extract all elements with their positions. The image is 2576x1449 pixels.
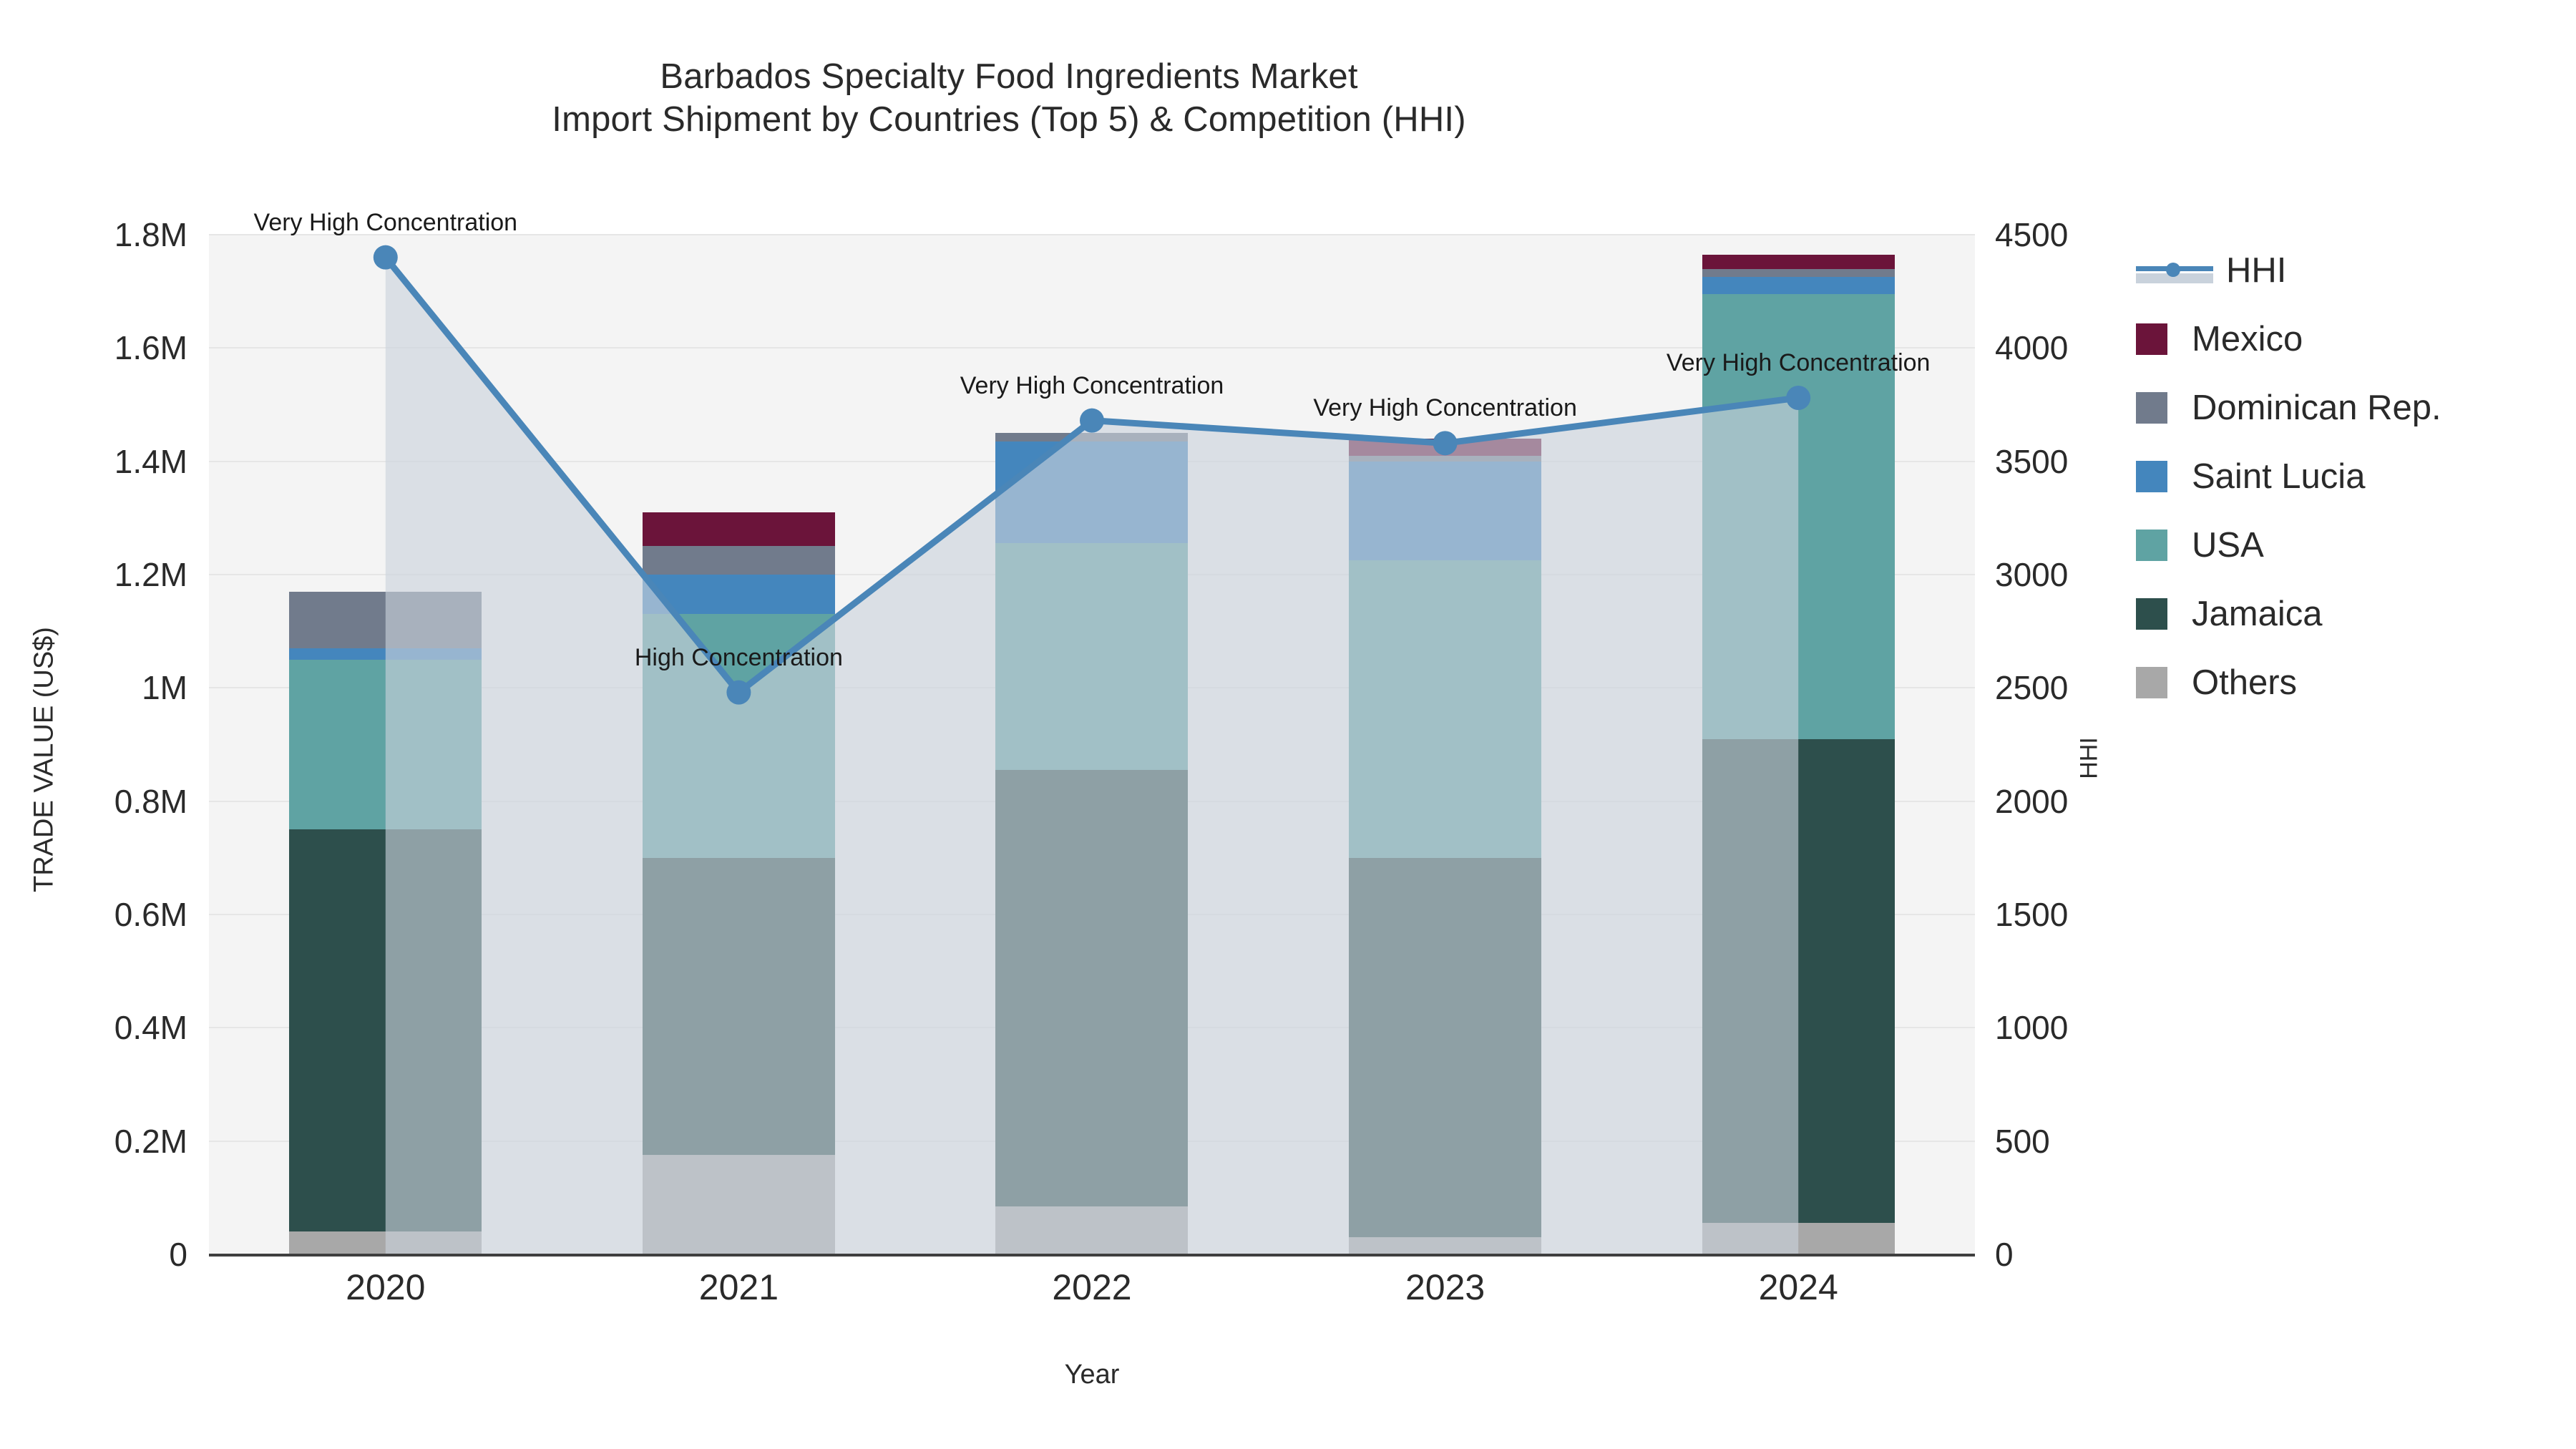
hhi-marker[interactable] bbox=[1080, 408, 1104, 433]
concentration-annotation: Very High Concentration bbox=[253, 208, 518, 236]
bar-segment[interactable] bbox=[642, 512, 835, 547]
legend-item[interactable]: Saint Lucia bbox=[2136, 442, 2565, 511]
y-axis-right-tick-label: 3000 bbox=[1995, 556, 2069, 593]
bar-segment[interactable] bbox=[1349, 1237, 1542, 1254]
bar-segment[interactable] bbox=[1702, 268, 1895, 278]
y-axis-right-tick-label: 1000 bbox=[1995, 1009, 2069, 1047]
y-axis-right-tick-label: 3500 bbox=[1995, 442, 2069, 480]
x-axis-tick-label: 2022 bbox=[1052, 1267, 1132, 1307]
legend-item[interactable]: Mexico bbox=[2136, 305, 2565, 374]
bar-segment[interactable] bbox=[995, 770, 1189, 1206]
chart-title-line1: Barbados Specialty Food Ingredients Mark… bbox=[660, 57, 1358, 96]
legend-dot-icon bbox=[2166, 263, 2180, 277]
x-axis-line bbox=[209, 1254, 1975, 1257]
bar-segment[interactable] bbox=[1702, 277, 1895, 295]
legend-color-swatch bbox=[2136, 667, 2167, 698]
legend-color-swatch bbox=[2136, 530, 2167, 561]
legend-item[interactable]: Jamaica bbox=[2136, 580, 2565, 648]
legend-item-label: Saint Lucia bbox=[2192, 457, 2366, 496]
y-axis-right-title: HHI bbox=[2075, 737, 2103, 779]
legend-item-label: Others bbox=[2192, 663, 2298, 702]
legend-item-label: HHI bbox=[2226, 250, 2287, 290]
legend-item-label: Jamaica bbox=[2192, 594, 2323, 633]
bar-stack[interactable] bbox=[995, 433, 1189, 1254]
chart-title-line2: Import Shipment by Countries (Top 5) & C… bbox=[552, 99, 1466, 139]
y-axis-left-tick-label: 0 bbox=[169, 1236, 187, 1273]
bar-stack[interactable] bbox=[1702, 254, 1895, 1254]
plot-area: Very High Concentration High Concentratio… bbox=[209, 209, 1975, 1255]
y-axis-left-tick-label: 0.8M bbox=[114, 782, 187, 820]
bar-segment[interactable] bbox=[1349, 455, 1542, 462]
bar-segment[interactable] bbox=[289, 648, 482, 660]
legend-item[interactable]: USA bbox=[2136, 511, 2565, 580]
bar-segment[interactable] bbox=[995, 1206, 1189, 1254]
chart-title: Barbados Specialty Food Ingredients Mark… bbox=[0, 56, 2018, 142]
gridline bbox=[209, 234, 1975, 235]
hhi-marker[interactable] bbox=[373, 245, 398, 270]
concentration-annotation: High Concentration bbox=[634, 643, 843, 671]
bar-segment[interactable] bbox=[995, 433, 1189, 441]
legend-color-swatch bbox=[2136, 392, 2167, 424]
x-axis-tick-label: 2023 bbox=[1405, 1267, 1485, 1307]
y-axis-left-tick-label: 1.4M bbox=[114, 442, 187, 480]
bar-segment[interactable] bbox=[289, 591, 482, 648]
legend-item[interactable]: HHI bbox=[2136, 236, 2565, 305]
concentration-annotation: Very High Concentration bbox=[960, 371, 1224, 399]
bar-segment[interactable] bbox=[995, 441, 1189, 544]
bar-segment[interactable] bbox=[642, 857, 835, 1156]
legend-item-label: USA bbox=[2192, 525, 2264, 565]
bar-segment[interactable] bbox=[1349, 439, 1542, 456]
bar-stack[interactable] bbox=[1349, 439, 1542, 1254]
legend-color-swatch bbox=[2136, 461, 2167, 492]
legend-item[interactable]: Others bbox=[2136, 648, 2565, 717]
bar-segment[interactable] bbox=[642, 1155, 835, 1254]
y-axis-left-tick-label: 1M bbox=[142, 669, 187, 707]
legend-color-swatch bbox=[2136, 323, 2167, 355]
legend-area-swatch bbox=[2136, 273, 2213, 283]
bar-segment[interactable] bbox=[289, 829, 482, 1232]
x-axis-tick-label: 2024 bbox=[1758, 1267, 1838, 1307]
x-axis-title: Year bbox=[1064, 1360, 1120, 1390]
legend-item-label: Mexico bbox=[2192, 319, 2303, 358]
y-axis-left-tick-label: 0.4M bbox=[114, 1009, 187, 1047]
bar-stack[interactable] bbox=[642, 512, 835, 1254]
y-axis-right-tick-label: 500 bbox=[1995, 1122, 2050, 1160]
legend: HHI Mexico Dominican Rep. Saint Lucia USA Jam… bbox=[2136, 236, 2565, 717]
bar-segment[interactable] bbox=[1702, 738, 1895, 1224]
bar-segment[interactable] bbox=[1702, 1223, 1895, 1254]
y-axis-right-tick-label: 1500 bbox=[1995, 896, 2069, 933]
y-axis-right-tick-label: 0 bbox=[1995, 1236, 2014, 1273]
bar-segment[interactable] bbox=[1349, 461, 1542, 561]
legend-item-label: Dominican Rep. bbox=[2192, 388, 2441, 427]
x-axis-tick-label: 2021 bbox=[698, 1267, 779, 1307]
legend-item[interactable]: Dominican Rep. bbox=[2136, 374, 2565, 442]
legend-color-swatch bbox=[2136, 598, 2167, 630]
bar-stack[interactable] bbox=[289, 591, 482, 1254]
bar-segment[interactable] bbox=[289, 1231, 482, 1254]
y-axis-left-title: TRADE VALUE (US$) bbox=[29, 627, 59, 892]
bar-segment[interactable] bbox=[642, 546, 835, 575]
bar-segment[interactable] bbox=[289, 659, 482, 830]
y-axis-right-tick-label: 2000 bbox=[1995, 782, 2069, 820]
bar-segment[interactable] bbox=[995, 543, 1189, 771]
y-axis-left-tick-label: 1.2M bbox=[114, 556, 187, 593]
y-axis-right-tick-label: 4000 bbox=[1995, 329, 2069, 367]
y-axis-left-tick-label: 1.8M bbox=[114, 216, 187, 253]
y-axis-left-tick-label: 0.6M bbox=[114, 896, 187, 933]
legend-line-marker-icon bbox=[2136, 255, 2213, 286]
y-axis-right-tick-label: 4500 bbox=[1995, 216, 2069, 253]
concentration-annotation: Very High Concentration bbox=[1313, 394, 1577, 422]
x-axis-tick-label: 2020 bbox=[346, 1267, 426, 1307]
y-axis-left-tick-label: 1.6M bbox=[114, 329, 187, 367]
concentration-annotation: Very High Concentration bbox=[1666, 349, 1931, 376]
bar-segment[interactable] bbox=[1349, 560, 1542, 858]
bar-segment[interactable] bbox=[1702, 254, 1895, 269]
bar-segment[interactable] bbox=[1349, 857, 1542, 1238]
y-axis-left-tick-label: 0.2M bbox=[114, 1122, 187, 1160]
bar-segment[interactable] bbox=[642, 575, 835, 615]
y-axis-right-tick-label: 2500 bbox=[1995, 669, 2069, 707]
